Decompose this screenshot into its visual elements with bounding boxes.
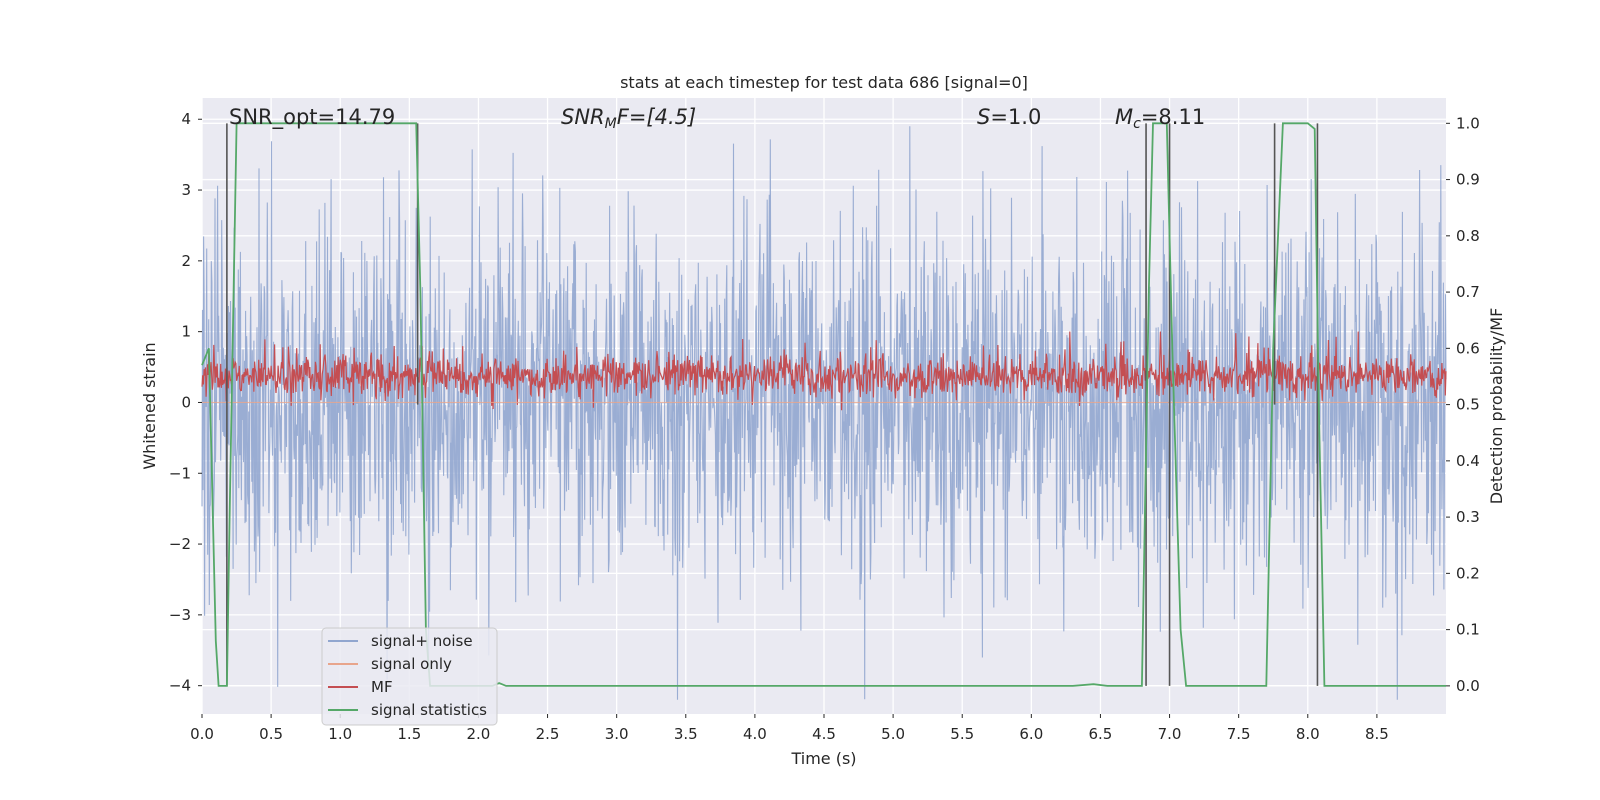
- x-tick-label-2: 1.0: [328, 725, 352, 743]
- x-tick-label-12: 6.0: [1019, 725, 1043, 743]
- y-tick-label-5: −1: [169, 464, 191, 482]
- legend-label-signal-only: signal only: [371, 655, 452, 673]
- noise-line: [201, 126, 1447, 700]
- y2-tick-label-5: 0.5: [1456, 396, 1480, 414]
- y-tick-label-6: −2: [169, 535, 191, 553]
- x-tick-label-1: 0.5: [259, 725, 283, 743]
- x-tick-label-10: 5.0: [881, 725, 905, 743]
- x-tick-label-11: 5.5: [950, 725, 974, 743]
- x-tick-label-8: 4.0: [743, 725, 767, 743]
- series-signal-statistics: [201, 122, 1446, 687]
- x-tick-label-14: 7.0: [1158, 725, 1182, 743]
- x-tick-label-15: 7.5: [1227, 725, 1251, 743]
- x-tick-label-17: 8.5: [1365, 725, 1389, 743]
- y-axis-label: Whitened strain: [140, 342, 159, 469]
- y2-tick-label-2: 0.8: [1456, 227, 1480, 245]
- x-tick-label-9: 4.5: [812, 725, 836, 743]
- x-tick-label-7: 3.5: [674, 725, 698, 743]
- annotation-mc: Mc=8.11: [1115, 105, 1205, 132]
- x-tick-label-16: 8.0: [1296, 725, 1320, 743]
- y2-tick-label-1: 0.9: [1456, 171, 1480, 189]
- y-tick-label-7: −3: [169, 606, 191, 624]
- series-signal-noise: [201, 126, 1447, 700]
- y2-tick-label-0: 1.0: [1456, 114, 1480, 132]
- mf-line: [201, 331, 1447, 411]
- y-tick-label-1: 3: [181, 181, 191, 199]
- chart-title: stats at each timestep for test data 686…: [620, 73, 1028, 92]
- legend-label-signal-noise: signal+ noise: [371, 632, 473, 650]
- x-tick-label-5: 2.5: [536, 725, 560, 743]
- y-tick-label-2: 2: [181, 252, 191, 270]
- x-tick-label-3: 1.5: [397, 725, 421, 743]
- x-axis-ticks: 0.0 0.5 1.0 1.5 2.0 2.5 3.0 3.5 4.0 4.5 5.0 5.5 6.0 6…: [190, 714, 1389, 743]
- y-axis-ticks: 4 3 2 1 0 −1 −2 −3 −4: [169, 110, 202, 695]
- x-tick-label-4: 2.0: [467, 725, 491, 743]
- y-tick-label-3: 1: [181, 323, 191, 341]
- y-tick-label-0: 4: [181, 110, 191, 128]
- y2-tick-label-3: 0.7: [1456, 283, 1480, 301]
- y2-axis-label: Detection probability/MF: [1487, 308, 1506, 505]
- y2-axis-ticks: 1.0 0.9 0.8 0.7 0.6 0.5 0.4 0.3 0.2 0.1 0.0: [1446, 114, 1480, 695]
- signal-statistics-line: [201, 122, 1446, 687]
- x-axis-label: Time (s): [790, 749, 856, 768]
- y2-tick-label-7: 0.3: [1456, 508, 1480, 526]
- y2-tick-label-4: 0.6: [1456, 339, 1480, 357]
- y-tick-label-4: 0: [181, 393, 191, 411]
- y2-tick-label-8: 0.2: [1456, 564, 1480, 582]
- y2-tick-label-6: 0.4: [1456, 452, 1480, 470]
- legend-label-mf: MF: [371, 678, 393, 696]
- annotation-snr-opt: SNR_opt=14.79: [229, 105, 395, 130]
- legend-box: [321, 627, 498, 726]
- series-mf: [201, 331, 1447, 411]
- y2-tick-label-10: 0.0: [1456, 677, 1480, 695]
- x-tick-label-6: 3.0: [605, 725, 629, 743]
- y-tick-label-8: −4: [169, 677, 191, 695]
- annotation-s: S=1.0: [977, 105, 1041, 129]
- x-tick-label-13: 6.5: [1089, 725, 1113, 743]
- x-tick-label-0: 0.0: [190, 725, 214, 743]
- annotation-snr-mf: SNRMF=[4.5]: [561, 105, 696, 132]
- legend-label-signal-statistics: signal statistics: [371, 701, 487, 719]
- y2-tick-label-9: 0.1: [1456, 621, 1480, 639]
- legend: signal+ noise signal only MF signal stat…: [321, 627, 498, 726]
